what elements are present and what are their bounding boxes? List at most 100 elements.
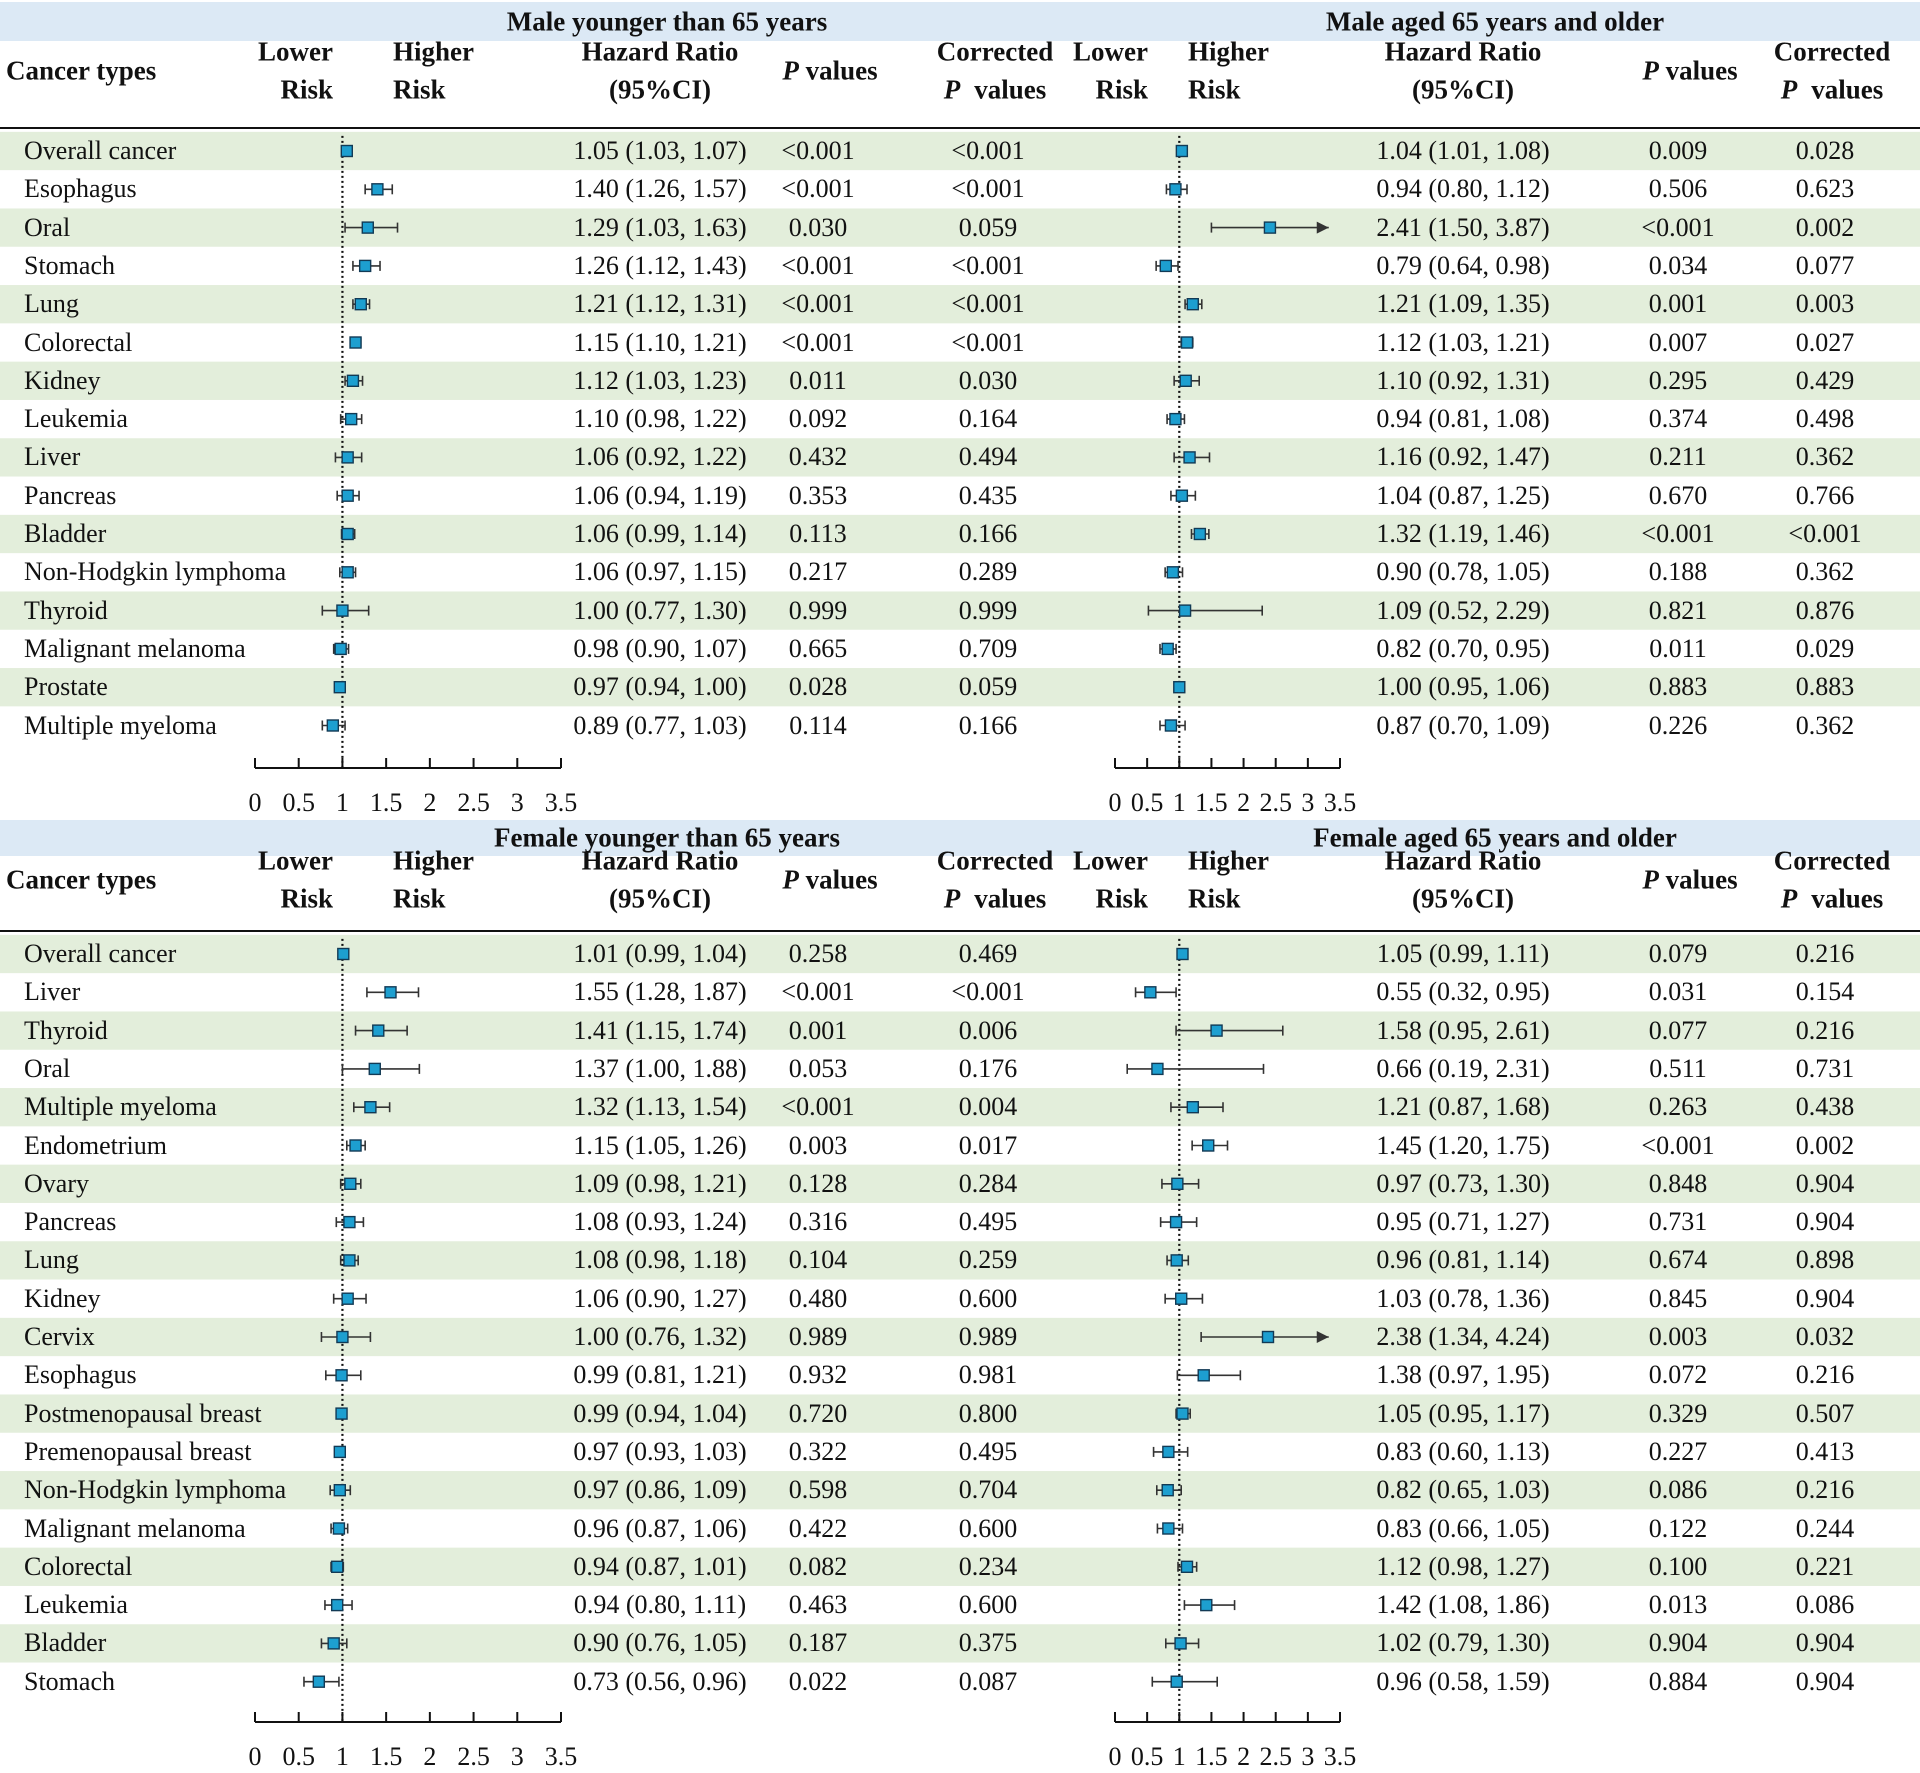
cancer-type-label: Liver	[24, 977, 81, 1007]
header-p-values-word: values	[798, 55, 878, 86]
p-value: <0.001	[1641, 1130, 1715, 1160]
row-band	[1085, 668, 1920, 707]
header-p-letter: P	[1642, 55, 1659, 86]
hazard-ratio-value: 0.94 (0.87, 1.01)	[573, 1551, 747, 1581]
hr-marker	[344, 412, 358, 426]
p-value: 0.113	[789, 519, 847, 548]
corrected-p-value: 0.087	[958, 1666, 1018, 1696]
hr-marker	[341, 527, 354, 541]
hazard-ratio-value: 1.32 (1.13, 1.54)	[573, 1092, 747, 1122]
p-value: 0.001	[1648, 289, 1708, 319]
hazard-ratio-value: 1.06 (0.94, 1.19)	[573, 480, 747, 510]
corrected-p-value: 0.495	[958, 1436, 1018, 1466]
corrected-p-value: <0.001	[951, 174, 1025, 204]
hazard-ratio-value: 0.97 (0.93, 1.03)	[573, 1436, 747, 1466]
p-value: 0.003	[788, 1130, 848, 1160]
p-value: <0.001	[781, 174, 855, 204]
hr-marker	[1178, 604, 1192, 617]
row-band	[0, 285, 1085, 324]
hazard-ratio-value: 1.12 (1.03, 1.23)	[573, 365, 747, 395]
hazard-ratio-value: 0.95 (0.71, 1.27)	[1376, 1207, 1550, 1237]
p-value: 0.731	[1648, 1207, 1708, 1237]
corrected-p-value: 0.032	[1795, 1322, 1855, 1351]
p-value: 0.003	[1648, 1322, 1708, 1351]
row-band	[0, 208, 1085, 247]
p-value: <0.001	[781, 327, 855, 357]
hr-marker	[341, 1292, 354, 1305]
corrected-p-value: 0.216	[1795, 1475, 1855, 1505]
row-band	[0, 1088, 1085, 1127]
corrected-p-value: 0.259	[958, 1245, 1018, 1275]
corrected-p-value: 0.498	[1795, 404, 1855, 434]
hr-marker	[1176, 947, 1189, 961]
hr-marker	[364, 1100, 377, 1114]
header-corrected: Corrected	[936, 845, 1054, 876]
corrected-p-value: <0.001	[1788, 519, 1862, 548]
title-band	[0, 820, 1920, 856]
header-p-letter: P	[782, 55, 799, 86]
hazard-ratio-value: 1.29 (1.03, 1.63)	[573, 212, 747, 242]
hr-marker	[1183, 451, 1196, 464]
hr-marker	[1175, 144, 1189, 158]
hazard-ratio-value: 0.96 (0.87, 1.06)	[573, 1513, 747, 1543]
p-value: 0.883	[1648, 672, 1708, 702]
cancer-type-label: Oral	[24, 1053, 71, 1083]
header-p-values-word: values	[798, 864, 878, 895]
x-tick-label: 1	[1172, 1742, 1186, 1771]
hr-marker	[1170, 1675, 1183, 1688]
header-p-values: P values	[782, 864, 878, 895]
hazard-ratio-value: 0.97 (0.86, 1.09)	[573, 1475, 747, 1505]
header-p-values: P values	[1642, 866, 1737, 894]
x-tick-label: 2	[1237, 788, 1251, 817]
hr-marker	[1175, 489, 1189, 502]
title-band	[0, 2, 1920, 41]
x-tick-label: 1.5	[369, 788, 403, 817]
hr-marker	[1162, 1522, 1175, 1535]
hr-marker	[1171, 1177, 1184, 1191]
hr-marker	[327, 1637, 340, 1650]
hazard-ratio-value: 1.06 (0.92, 1.22)	[573, 442, 747, 472]
hazard-ratio-value: 1.15 (1.05, 1.26)	[573, 1130, 747, 1160]
corrected-p-value: 0.981	[958, 1360, 1018, 1390]
p-value: <0.001	[781, 136, 855, 165]
p-value: 0.128	[788, 1168, 848, 1198]
corrected-p-value: 0.507	[1795, 1398, 1855, 1428]
x-tick-label: 0	[1108, 788, 1122, 817]
hr-marker	[343, 1215, 356, 1229]
hazard-ratio-value: 1.09 (0.52, 2.29)	[1376, 595, 1550, 625]
p-value: 0.028	[788, 672, 848, 702]
hazard-ratio-value: 1.21 (0.87, 1.68)	[1376, 1092, 1550, 1122]
header-hazard-ratio: Hazard Ratio	[1384, 36, 1542, 67]
corrected-p-value: 0.494	[958, 442, 1018, 472]
panel-title: Male younger than 65 years	[506, 6, 828, 37]
x-tick-label: 3	[1301, 788, 1315, 817]
cancer-type-label: Oral	[24, 212, 71, 242]
corrected-p-value: 0.284	[958, 1168, 1018, 1198]
p-value: 0.022	[788, 1666, 848, 1696]
row-band	[0, 131, 1085, 171]
hazard-ratio-value: 0.94 (0.80, 1.12)	[1376, 174, 1550, 204]
header-higher: Higher	[1188, 845, 1269, 876]
x-tick-label: 3.5	[1323, 788, 1357, 817]
hazard-ratio-value: 1.02 (0.79, 1.30)	[1376, 1628, 1550, 1658]
hazard-ratio-value: 1.09 (0.98, 1.21)	[573, 1168, 747, 1198]
hazard-ratio-value: 0.83 (0.60, 1.13)	[1376, 1436, 1550, 1466]
cancer-type-label: Endometrium	[24, 1130, 167, 1160]
row-band	[0, 1241, 1085, 1280]
hr-marker	[326, 719, 340, 732]
hazard-ratio-value: 1.38 (0.97, 1.95)	[1376, 1360, 1550, 1390]
p-value: 0.011	[1649, 633, 1707, 663]
p-value: 0.086	[1648, 1475, 1708, 1505]
hazard-ratio-value: 0.99 (0.94, 1.04)	[573, 1398, 747, 1428]
hazard-ratio-value: 0.66 (0.19, 2.31)	[1376, 1053, 1550, 1083]
x-tick-label: 3	[510, 788, 524, 817]
hr-marker	[1161, 1483, 1174, 1497]
hazard-ratio-value: 1.10 (0.98, 1.22)	[573, 404, 747, 434]
hazard-ratio-value: 1.05 (0.99, 1.11)	[1376, 939, 1550, 968]
row-band	[0, 361, 1085, 400]
hazard-ratio-value: 1.01 (0.99, 1.04)	[573, 939, 747, 968]
panel-title: Female younger than 65 years	[494, 822, 840, 853]
p-value: 0.034	[1648, 250, 1708, 280]
